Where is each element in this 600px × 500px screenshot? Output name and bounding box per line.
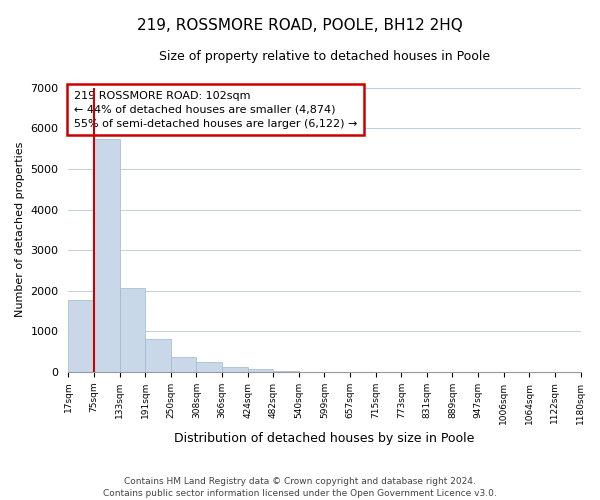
- Bar: [222, 368, 248, 372]
- Bar: [94, 140, 119, 372]
- Text: Contains HM Land Registry data © Crown copyright and database right 2024.
Contai: Contains HM Land Registry data © Crown c…: [103, 476, 497, 498]
- Bar: [119, 288, 145, 372]
- Bar: [171, 357, 196, 372]
- Bar: [248, 370, 273, 372]
- Bar: [196, 362, 222, 372]
- X-axis label: Distribution of detached houses by size in Poole: Distribution of detached houses by size …: [174, 432, 475, 445]
- Text: 219, ROSSMORE ROAD, POOLE, BH12 2HQ: 219, ROSSMORE ROAD, POOLE, BH12 2HQ: [137, 18, 463, 32]
- Text: 219 ROSSMORE ROAD: 102sqm
← 44% of detached houses are smaller (4,874)
55% of se: 219 ROSSMORE ROAD: 102sqm ← 44% of detac…: [74, 90, 357, 128]
- Y-axis label: Number of detached properties: Number of detached properties: [15, 142, 25, 318]
- Bar: [273, 370, 299, 372]
- Title: Size of property relative to detached houses in Poole: Size of property relative to detached ho…: [159, 50, 490, 63]
- Bar: [145, 339, 171, 372]
- Bar: [68, 300, 94, 372]
